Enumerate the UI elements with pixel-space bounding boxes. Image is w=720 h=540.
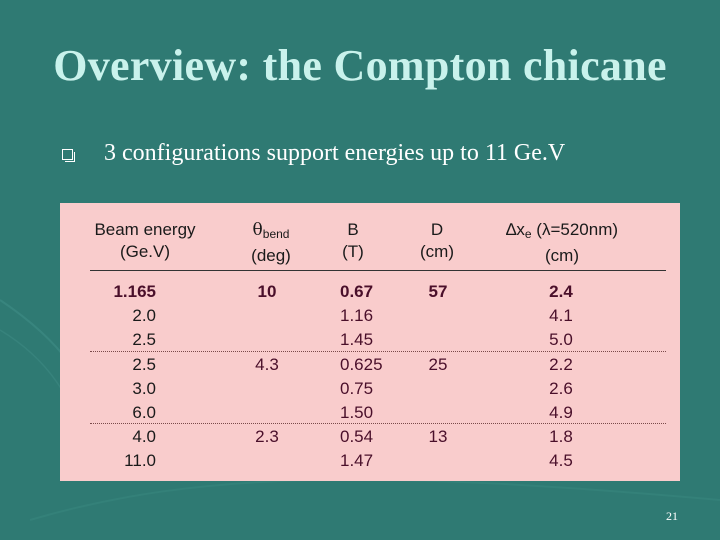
table-cell: 5.0 <box>549 330 573 350</box>
table-cell: 4.5 <box>549 451 573 471</box>
header-b-field: B (T) <box>330 219 376 263</box>
header-beam-energy: Beam energy (Ge.V) <box>90 219 200 263</box>
group-divider <box>90 351 666 352</box>
header-theta-bend-label: θbend <box>252 220 290 241</box>
delta-x-column: 2.4 4.1 5.0 2.2 2.6 4.9 1.8 4.5 <box>538 280 584 474</box>
header-divider <box>90 270 666 271</box>
table-cell: 2.6 <box>549 378 573 398</box>
theta-column: 10 4.3 2.3 <box>240 280 294 449</box>
header-d-label: D <box>430 220 444 239</box>
slide-title: Overview: the Compton chicane <box>53 41 667 90</box>
group-divider <box>90 423 666 424</box>
table-cell: 25 <box>428 354 448 374</box>
table-cell: 1.8 <box>549 427 573 447</box>
table-cell: 4.3 <box>255 354 279 374</box>
header-b-field-unit: (T) <box>342 242 364 261</box>
header-theta-bend-unit: (deg) <box>251 246 291 265</box>
header-beam-energy-unit: (Ge.V) <box>119 242 171 261</box>
table-cell: 4.1 <box>549 306 573 326</box>
table-cell: 0.625 <box>340 354 383 374</box>
table-cell: 2.5 <box>132 330 156 350</box>
d-column: 57 25 13 <box>418 280 458 449</box>
table-cell: 13 <box>428 427 448 447</box>
table-cell: 10 <box>257 282 277 301</box>
bullet-item: 3 configurations support energies up to … <box>62 140 702 174</box>
table-cell: 1.47 <box>340 451 374 471</box>
header-theta-bend: θbend (deg) <box>238 219 304 267</box>
table-cell: 1.50 <box>340 402 374 422</box>
header-delta-x: ∆xe (λ=520nm) (cm) <box>492 219 632 267</box>
table-cell: 2.2 <box>549 354 573 374</box>
table-cell: 0.54 <box>340 427 374 447</box>
header-delta-x-unit: (cm) <box>545 246 579 265</box>
header-b-field-label: B <box>347 220 359 239</box>
header-beam-energy-label: Beam energy <box>94 220 196 239</box>
table-cell: 2.3 <box>255 427 279 447</box>
table-cell: 4.9 <box>549 402 573 422</box>
page-number: 21 <box>666 509 678 523</box>
header-d: D (cm) <box>412 219 462 263</box>
table-cell: 57 <box>428 282 448 301</box>
header-d-unit: (cm) <box>420 242 454 261</box>
bullet-text: 3 configurations support energies up to … <box>104 140 566 166</box>
table-cell: 11.0 <box>124 451 156 471</box>
table-cell: 1.16 <box>340 306 374 326</box>
table-cell: 2.5 <box>132 354 156 374</box>
table-cell: 4.0 <box>132 427 156 447</box>
header-delta-x-label: ∆xe (λ=520nm) <box>505 220 619 241</box>
configuration-table: Beam energy (Ge.V) θbend (deg) B (T) D (… <box>60 203 680 481</box>
table-cell: 1.45 <box>340 330 374 350</box>
table-cell: 2.4 <box>549 282 573 301</box>
table-cell: 6.0 <box>132 402 156 422</box>
table-cell: 1.165 <box>113 282 156 301</box>
b-field-column: 0.67 1.16 1.45 0.625 0.75 1.50 0.54 1.47 <box>340 280 400 474</box>
energy-column: 1.165 2.0 2.5 2.5 3.0 6.0 4.0 11.0 <box>90 280 156 474</box>
table-cell: 2.0 <box>132 306 156 326</box>
square-bullet-icon <box>62 149 75 162</box>
table-cell: 0.67 <box>340 282 374 301</box>
table-cell: 0.75 <box>340 378 374 398</box>
table-cell: 3.0 <box>132 378 156 398</box>
